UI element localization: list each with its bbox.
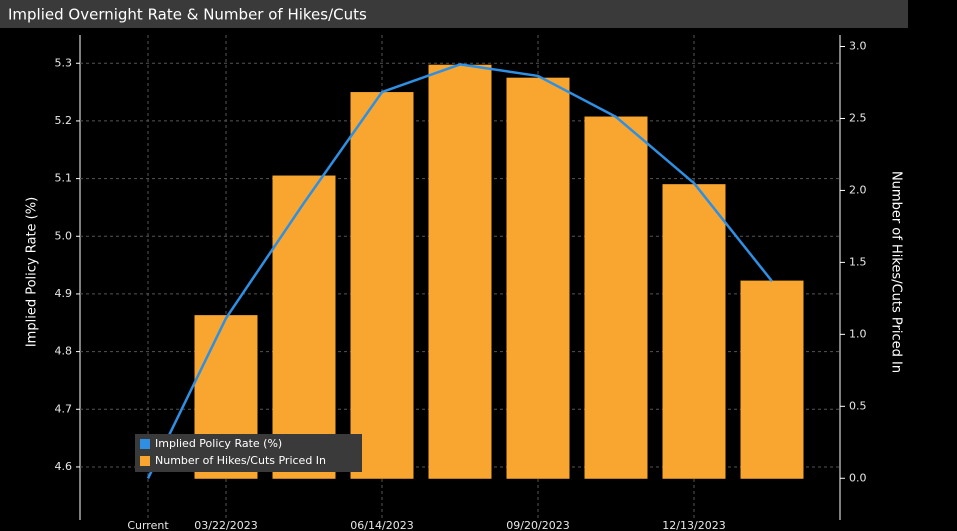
bar	[350, 92, 414, 479]
chart-title: Implied Overnight Rate & Number of Hikes…	[8, 6, 367, 24]
legend-label: Number of Hikes/Cuts Priced In	[155, 454, 326, 467]
line	[146, 63, 773, 480]
y-tick-label: 5.3	[55, 56, 73, 69]
title-bar	[0, 0, 908, 28]
x-tick-label: 03/22/2023	[194, 519, 257, 531]
y-tick-label: 4.9	[55, 287, 73, 300]
legend-box	[135, 434, 362, 472]
y-axis-label: Implied Policy Rate (%)	[25, 197, 40, 347]
y2-tick-label: 1.5	[849, 255, 867, 268]
y2-tick-label: 0.5	[849, 399, 867, 412]
y2-tick-label: 2.5	[849, 111, 867, 124]
bar	[662, 184, 726, 479]
y2-tick-label: 1.0	[849, 327, 867, 340]
y-tick-label: 4.7	[55, 402, 73, 415]
bar	[272, 175, 336, 479]
y-tick-label: 5.1	[55, 172, 73, 185]
y2-tick-label: 0.0	[849, 471, 867, 484]
bar	[584, 116, 648, 479]
legend-label: Implied Policy Rate (%)	[155, 437, 282, 450]
bar	[740, 280, 804, 479]
legend-swatch	[140, 456, 150, 466]
y-tick-label: 5.0	[55, 229, 73, 242]
y2-tick-label: 3.0	[849, 40, 867, 53]
x-tick-label: 12/13/2023	[662, 519, 725, 531]
y-tick-label: 5.2	[55, 114, 73, 127]
x-tick-label: Current	[127, 519, 169, 531]
y-tick-label: 4.6	[55, 460, 73, 473]
bar	[506, 77, 570, 479]
y-tick-label: 4.8	[55, 345, 73, 358]
x-tick-label: 09/20/2023	[506, 519, 569, 531]
y2-axis-label: Number of Hikes/Cuts Priced In	[889, 171, 904, 373]
bar	[428, 64, 492, 479]
y2-tick-label: 2.0	[849, 183, 867, 196]
x-tick-label: 06/14/2023	[350, 519, 413, 531]
legend-swatch	[140, 439, 150, 449]
